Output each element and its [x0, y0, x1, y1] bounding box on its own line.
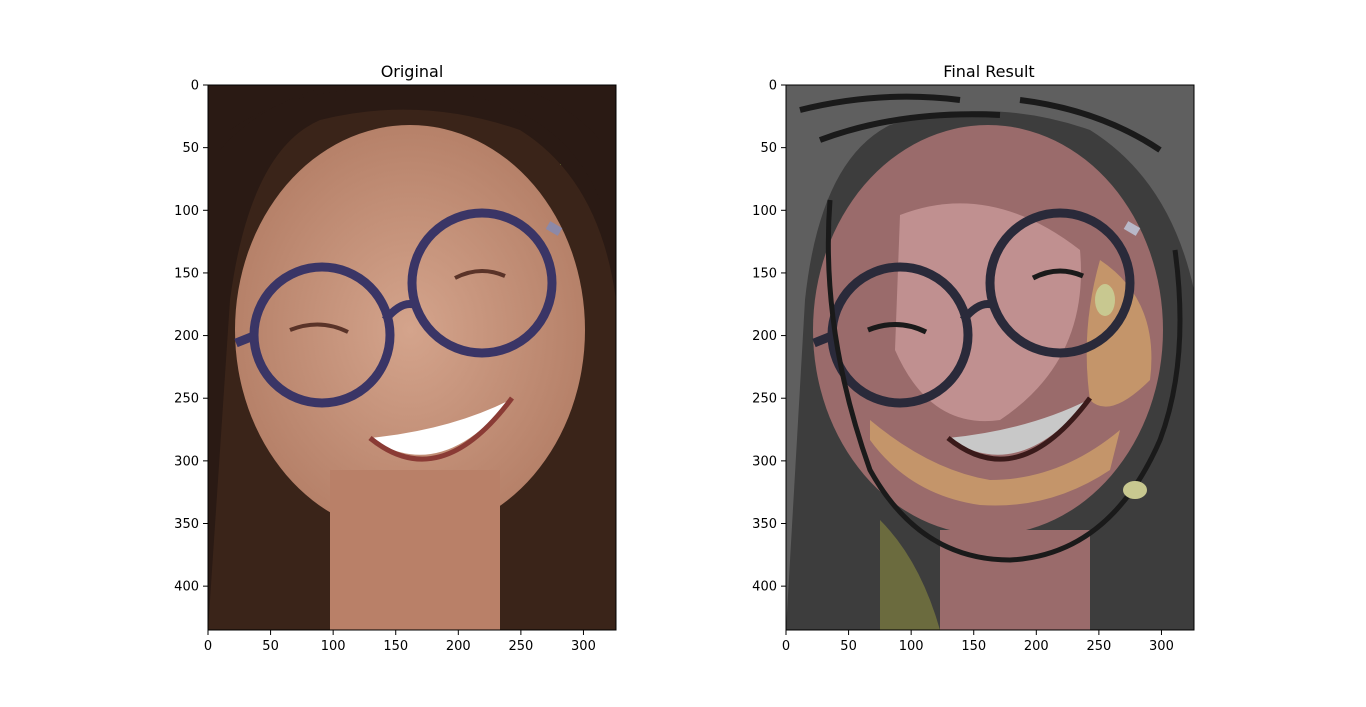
x-tick-label: 100 [321, 639, 346, 654]
x-tick-label: 100 [899, 639, 924, 654]
y-tick-label: 50 [182, 141, 199, 156]
x-tick-label: 0 [204, 639, 212, 654]
y-axis: 0 50 100 150 200 250 300 350 400 [752, 79, 786, 595]
panel-original: Original 0 50 100 150 200 250 300 0 50 100 150 200… [174, 62, 617, 654]
y-tick-label: 0 [191, 79, 199, 94]
x-tick-label: 150 [383, 639, 408, 654]
y-tick-label: 400 [174, 580, 199, 595]
y-tick-label: 150 [752, 266, 777, 281]
y-tick-label: 100 [752, 204, 777, 219]
x-tick-label: 0 [782, 639, 790, 654]
x-tick-label: 200 [446, 639, 471, 654]
x-tick-label: 300 [571, 639, 596, 654]
x-tick-label: 50 [262, 639, 279, 654]
axes-frame [207, 84, 617, 631]
y-tick-label: 300 [174, 454, 199, 469]
y-tick-label: 350 [752, 517, 777, 532]
final-result-image [786, 85, 1194, 630]
original-image [208, 85, 616, 630]
y-tick-label: 250 [752, 392, 777, 407]
x-axis: 0 50 100 150 200 250 300 [782, 630, 1174, 654]
y-tick-label: 100 [174, 204, 199, 219]
panel-title: Final Result [943, 62, 1034, 81]
x-tick-label: 150 [961, 639, 986, 654]
x-tick-label: 50 [840, 639, 857, 654]
y-tick-label: 200 [174, 329, 199, 344]
y-tick-label: 200 [752, 329, 777, 344]
axes-frame [785, 84, 1195, 631]
panel-final-result: Final Result 0 50 100 150 200 250 300 [752, 62, 1195, 654]
x-axis: 0 50 100 150 200 250 300 [204, 630, 596, 654]
y-axis: 0 50 100 150 200 250 300 350 400 [174, 79, 208, 595]
x-tick-label: 250 [1086, 639, 1111, 654]
y-tick-label: 400 [752, 580, 777, 595]
x-tick-label: 250 [508, 639, 533, 654]
y-tick-label: 150 [174, 266, 199, 281]
y-tick-label: 350 [174, 517, 199, 532]
y-tick-label: 300 [752, 454, 777, 469]
y-tick-label: 50 [760, 141, 777, 156]
y-tick-label: 0 [769, 79, 777, 94]
x-tick-label: 200 [1024, 639, 1049, 654]
panel-title: Original [381, 62, 444, 81]
y-tick-label: 250 [174, 392, 199, 407]
x-tick-label: 300 [1149, 639, 1174, 654]
